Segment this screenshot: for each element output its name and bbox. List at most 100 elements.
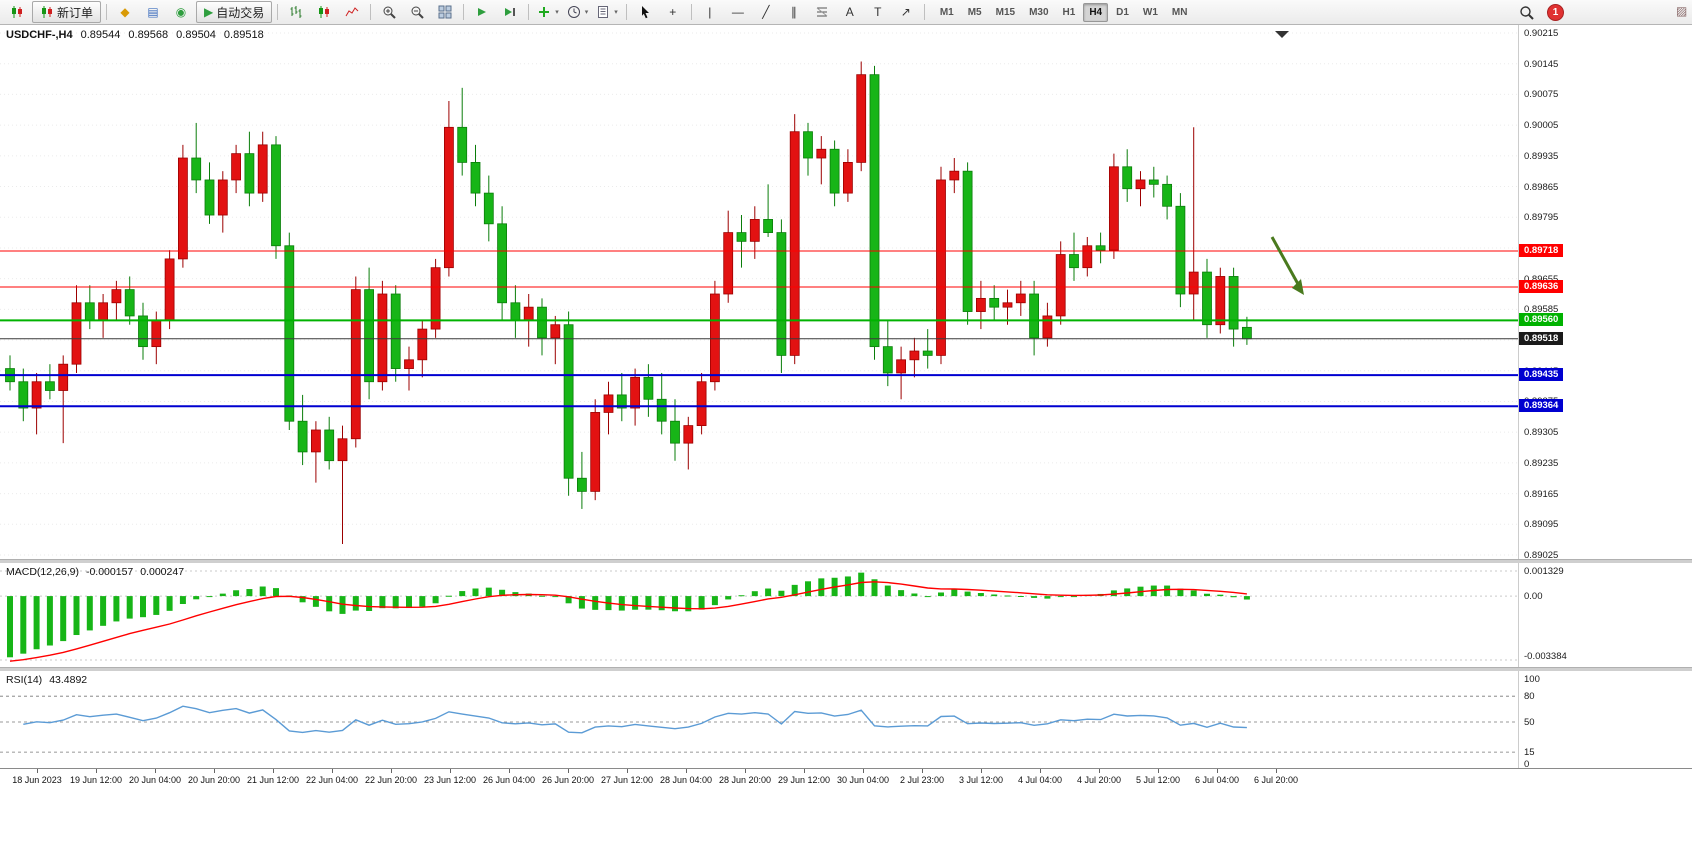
chart-window-icon-icon: [10, 5, 24, 19]
time-axis-label: 18 Jun 2023: [12, 775, 62, 785]
zoom-in-button[interactable]: [376, 1, 402, 23]
new-order-icon: [40, 5, 54, 19]
timeframe-button-m5[interactable]: M5: [967, 6, 982, 18]
channel-button[interactable]: ∥: [781, 1, 807, 23]
fibonacci-button[interactable]: [809, 1, 835, 23]
scroll-to-end-marker[interactable]: [1275, 31, 1289, 38]
macd-signal-line: [9, 581, 1247, 662]
timeframe-button-m1[interactable]: M1: [939, 6, 954, 18]
time-axis-tick: [1158, 769, 1159, 773]
templates-button[interactable]: ▾: [593, 1, 621, 23]
time-axis-tick: [214, 769, 215, 773]
strategy-tester-icon[interactable]: ◉: [168, 1, 194, 23]
zoom-in-icon: [382, 5, 396, 19]
time-axis-label: 22 Jun 20:00: [364, 775, 418, 785]
bar-chart-button[interactable]: [283, 1, 309, 23]
search-icon: [1519, 5, 1534, 20]
time-axis-tick: [1276, 769, 1277, 773]
chart-shift-icon: [503, 5, 517, 19]
chart-shift-button[interactable]: [497, 1, 523, 23]
candlestick-chart-button[interactable]: [311, 1, 337, 23]
timeframe-button-h1[interactable]: H1: [1062, 6, 1076, 18]
price-axis-label: 0.89095: [1524, 519, 1559, 531]
timeframe-button-d1[interactable]: D1: [1116, 6, 1129, 18]
chevron-down-icon: ▾: [584, 9, 589, 16]
auto-trading-icon: ▶: [204, 5, 214, 19]
horizontal-line-button[interactable]: —: [725, 1, 751, 23]
price-line-badge[interactable]: 0.89364: [1519, 399, 1564, 413]
symbol-period-label: USDCHF-,H4: [6, 29, 73, 41]
price-line-badge[interactable]: 0.89518: [1519, 331, 1564, 345]
price-axis-label: 0.89305: [1524, 427, 1559, 439]
indicators-button[interactable]: ▾: [534, 1, 562, 23]
macd-axis: 0.001329 0.00 -0.003384: [1518, 563, 1671, 667]
price-line-badge[interactable]: 0.89560: [1519, 313, 1564, 327]
periods-button[interactable]: ▾: [564, 1, 592, 23]
corner-panel-icon[interactable]: ▨: [1676, 4, 1688, 18]
arrows-button[interactable]: ↗: [893, 1, 919, 23]
text-label-button[interactable]: T: [865, 1, 891, 23]
panel-divider[interactable]: [0, 667, 1692, 671]
timeframe-button-m15[interactable]: M15: [995, 6, 1016, 18]
line-chart-button[interactable]: [339, 1, 365, 23]
candlestick-chart[interactable]: [0, 25, 1518, 559]
price-line-badge[interactable]: 0.89718: [1519, 244, 1564, 257]
time-axis-tick: [627, 769, 628, 773]
price-axis-label: 0.89585: [1524, 304, 1559, 316]
panel-divider[interactable]: [0, 559, 1692, 563]
macd-panel[interactable]: MACD(12,26,9) -0.000157 0.000247 0.00132…: [0, 563, 1692, 667]
price-axis-label: 0.89165: [1524, 488, 1559, 500]
cursor-button[interactable]: [632, 1, 658, 23]
macd-histogram: [7, 572, 1250, 658]
macd-title: MACD(12,26,9) -0.000157 0.000247: [6, 566, 184, 578]
timeframe-button-m30[interactable]: M30: [1029, 6, 1049, 18]
chart-panel[interactable]: USDCHF-,H4 0.89544 0.89568 0.89504 0.895…: [0, 25, 1692, 561]
toolbar-right-group: 1: [1512, 2, 1564, 22]
annotation-arrow[interactable]: [1270, 236, 1304, 295]
notifications-badge[interactable]: 1: [1547, 3, 1564, 21]
toolbar-separator: [106, 4, 108, 20]
price-line-badge[interactable]: 0.89636: [1519, 279, 1564, 293]
zoom-out-button[interactable]: [404, 1, 430, 23]
time-axis-tick: [273, 769, 274, 773]
rsi-panel[interactable]: RSI(14) 43.4892 100 80 50 15 0: [0, 671, 1692, 770]
rsi-line: [23, 705, 1247, 734]
data-window-icon[interactable]: ▤: [140, 1, 166, 23]
time-axis[interactable]: 18 Jun 2023 19 Jun 12:00 20 Jun 04:00 20 Ju…: [0, 768, 1692, 789]
price-axis-label: 0.90075: [1524, 89, 1559, 101]
time-axis-tick: [863, 769, 864, 773]
bar-chart-icon: [289, 5, 303, 19]
price-axis[interactable]: 0.90215 0.90145 0.90075 0.90005 0.89935 0.898…: [1518, 25, 1671, 561]
time-axis-label: 23 Jun 12:00: [423, 775, 477, 785]
auto-trading-button-label: 自动交易: [216, 5, 265, 20]
text-button[interactable]: A: [837, 1, 863, 23]
timeframe-button-w1[interactable]: W1: [1142, 6, 1158, 18]
price-line-badge[interactable]: 0.89435: [1519, 368, 1564, 382]
symbol-search-button[interactable]: [1513, 1, 1539, 23]
toolbar-separator: [463, 4, 465, 20]
time-axis-label: 20 Jun 04:00: [128, 775, 182, 785]
timeframe-button-h4[interactable]: H4: [1083, 2, 1109, 22]
rsi-axis-label: 100: [1524, 674, 1540, 685]
ohlc-high: 0.89568: [128, 29, 169, 41]
toolbar-separator: [625, 4, 627, 20]
time-axis-label: 21 Jun 12:00: [246, 775, 300, 785]
market-watch-icon[interactable]: ◆: [112, 1, 138, 23]
price-axis-label: 0.89655: [1524, 274, 1558, 285]
crosshair-button[interactable]: +: [660, 1, 686, 23]
tile-windows-button[interactable]: [432, 1, 458, 23]
time-axis-label: 6 Jul 04:00: [1194, 775, 1240, 785]
time-axis-label: 19 Jun 12:00: [69, 775, 123, 785]
trendline-button[interactable]: ╱: [753, 1, 779, 23]
auto-scroll-icon: [475, 5, 489, 19]
ohlc-close: 0.89518: [223, 29, 264, 41]
toolbar-separator: [528, 4, 530, 20]
vertical-line-button[interactable]: |: [697, 1, 723, 23]
ohlc-low: 0.89504: [176, 29, 216, 41]
timeframe-button-mn[interactable]: MN: [1171, 6, 1188, 18]
chart-window-icon[interactable]: [4, 1, 30, 23]
new-order-button[interactable]: 新订单: [32, 1, 102, 23]
auto-scroll-button[interactable]: [469, 1, 495, 23]
candles-layer: [5, 61, 1252, 545]
auto-trading-button[interactable]: ▶ 自动交易: [196, 1, 273, 23]
